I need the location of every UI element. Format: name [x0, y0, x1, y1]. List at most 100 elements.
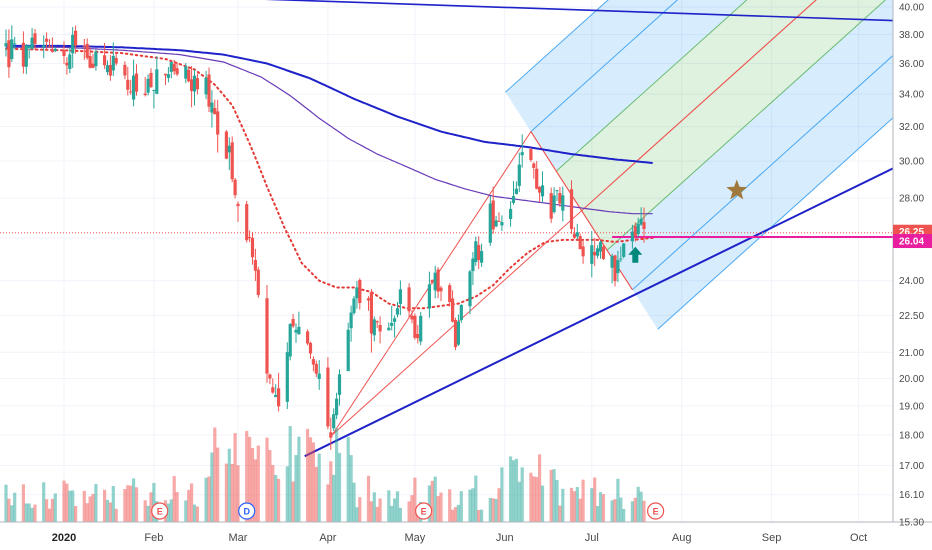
candle-body	[613, 255, 617, 282]
volume-bar	[91, 493, 95, 522]
volume-bar	[477, 509, 481, 522]
resistance-trendline	[264, 0, 893, 22]
volume-bar	[285, 466, 289, 522]
volume-bar	[62, 480, 66, 522]
volume-bar	[372, 492, 376, 522]
candle-body	[172, 64, 176, 72]
volume-bar	[535, 477, 539, 522]
candle-body	[68, 54, 72, 69]
candle-body	[190, 79, 194, 92]
price-tick-label: 32.00	[899, 122, 924, 133]
volume-bar	[480, 509, 484, 522]
dividend-event-marker[interactable]: D	[238, 502, 256, 520]
candle-body	[47, 46, 52, 48]
candle-body	[593, 251, 597, 256]
volume-bar	[27, 503, 31, 522]
event-circle[interactable]	[151, 502, 169, 520]
volume-bar	[540, 485, 545, 522]
candle-body	[166, 74, 170, 78]
volume-bar	[126, 485, 130, 522]
candle-body	[427, 284, 431, 309]
candle-body	[314, 363, 318, 374]
candle-body	[456, 321, 460, 345]
candle-body	[572, 233, 576, 238]
candle-body	[468, 271, 472, 307]
volume-bar	[42, 482, 46, 522]
candle-body	[500, 222, 504, 226]
candle-body	[616, 260, 620, 274]
candle-body	[555, 190, 559, 192]
price-tick-label: 36.00	[899, 59, 924, 70]
pitchfork-zone	[632, 55, 893, 330]
ma50-line	[5, 47, 654, 310]
candle-body	[85, 43, 89, 58]
volume-bar	[230, 463, 234, 522]
candle-body	[195, 78, 199, 90]
volume-bar	[21, 484, 25, 522]
volume-bar	[352, 482, 356, 522]
candle-body	[517, 164, 521, 186]
volume-bar	[50, 498, 54, 522]
volume-bar	[427, 485, 431, 522]
volume-bar	[459, 491, 463, 522]
earnings-event-marker[interactable]: E	[415, 502, 433, 520]
volume-bar	[517, 481, 521, 522]
volume-bar	[529, 472, 533, 522]
price-axis[interactable]: 40.0038.0036.0034.0032.0030.0028.0026.00…	[899, 3, 924, 529]
candle-body	[184, 66, 188, 79]
candle-body	[337, 374, 342, 395]
pitchfork-median	[581, 0, 817, 212]
price-tick-label: 17.00	[899, 461, 924, 472]
volume-bar	[132, 478, 136, 522]
volume-bar	[474, 475, 478, 522]
candle-body	[335, 398, 339, 416]
event-circle[interactable]	[238, 502, 256, 520]
volume-bar	[335, 428, 339, 522]
price-label-badge	[893, 234, 932, 249]
volume-bar	[274, 475, 278, 522]
candle-body	[274, 394, 278, 398]
candle-body	[250, 237, 255, 258]
candle-body	[471, 258, 475, 272]
candle-body	[352, 298, 356, 314]
event-circle[interactable]	[646, 502, 665, 520]
candle-body	[4, 43, 8, 47]
volume-bar	[439, 492, 443, 522]
candle-body	[390, 322, 394, 326]
candle-body	[598, 241, 603, 252]
volume-bar	[169, 499, 173, 522]
earnings-event-marker[interactable]: E	[151, 502, 169, 520]
volume-bar	[265, 437, 269, 522]
volume-bar	[590, 488, 594, 522]
pitchfork-zone	[556, 0, 816, 211]
volume-bar	[82, 490, 86, 522]
candle-body	[132, 75, 136, 100]
time-axis[interactable]: 2020 Feb Mar Apr May Jun Jul Aug Sep Oct	[52, 532, 867, 544]
candle-body	[355, 287, 359, 299]
volume-bar	[111, 486, 115, 522]
candle-body	[82, 45, 86, 47]
event-circle[interactable]	[415, 502, 433, 520]
candle-body	[520, 152, 524, 156]
volume-bar	[398, 507, 402, 522]
candle-body	[497, 220, 501, 222]
earnings-event-marker[interactable]: E	[646, 502, 665, 520]
candle-body	[268, 374, 272, 379]
candle-body	[149, 72, 153, 88]
candle-body	[7, 40, 11, 68]
volume-bar	[250, 447, 255, 522]
volume-bar	[471, 488, 475, 522]
volume-bar	[271, 465, 275, 522]
candle-body	[227, 145, 231, 153]
candle-body	[123, 64, 127, 76]
candle-body	[129, 91, 133, 93]
volume-bar	[134, 487, 139, 522]
volume-bar	[642, 500, 646, 522]
pitchfork-zone	[581, 0, 886, 251]
candle-body	[540, 185, 545, 197]
volume-bar	[24, 503, 28, 522]
volume-bar	[123, 489, 127, 522]
